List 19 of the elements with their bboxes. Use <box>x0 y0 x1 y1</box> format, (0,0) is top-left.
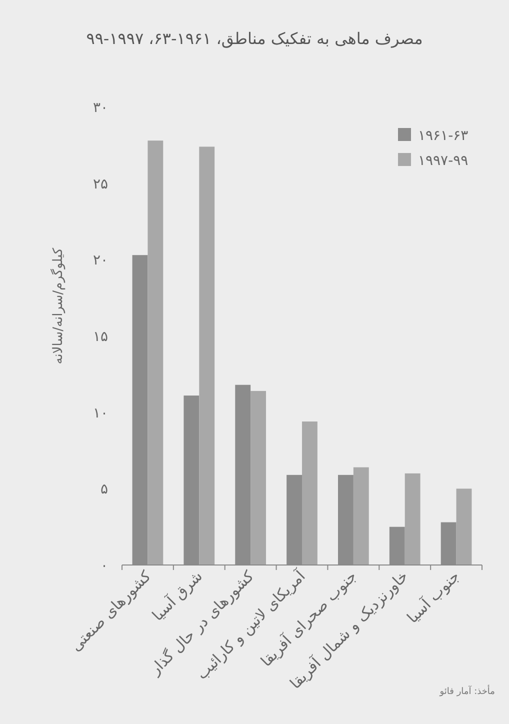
bar <box>456 488 472 565</box>
y-tick-label: ۲۰ <box>92 252 108 269</box>
bar <box>353 467 369 565</box>
legend-label: ۱۹۹۷-۹۹ <box>418 153 468 169</box>
bar <box>199 146 215 565</box>
y-tick-label: ۳۰ <box>92 100 108 116</box>
y-tick-label: ۲۵ <box>92 176 108 192</box>
chart-title: مصرف ماهی به تفکیک مناطق، ۱۹۶۱-۶۳، ۱۹۹۷-۹۹ <box>86 29 423 48</box>
bar <box>404 473 420 565</box>
bar <box>250 390 266 565</box>
bar <box>302 421 318 565</box>
y-tick-label: ۱۰ <box>92 405 108 422</box>
legend-label: ۱۹۶۱-۶۳ <box>418 128 469 144</box>
y-axis-title: کیلوگرم/سرانه/سالانه <box>50 246 66 364</box>
y-tick-label: ۰ <box>100 558 108 574</box>
y-tick-label: ۱۵ <box>92 329 108 345</box>
text: مأخذ: آمار فائو <box>438 684 496 697</box>
y-tick-label: ۵ <box>100 482 108 498</box>
bar <box>148 140 164 565</box>
